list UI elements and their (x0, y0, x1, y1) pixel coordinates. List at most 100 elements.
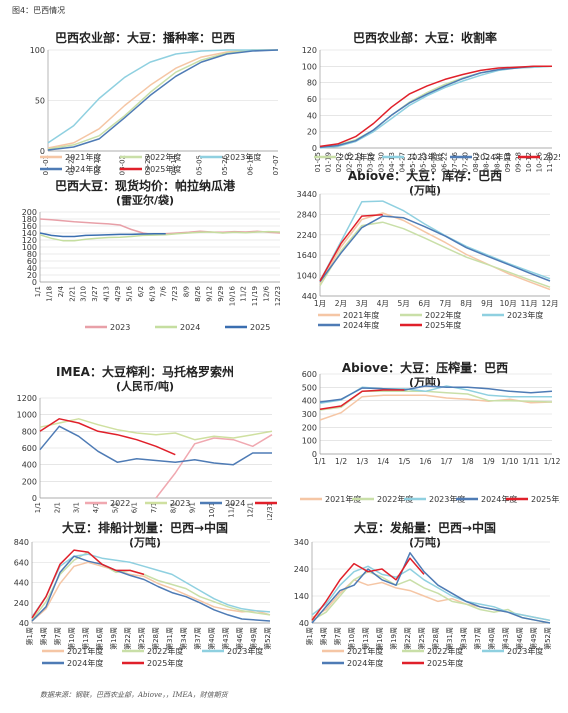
series-line-2023年度 (311, 565, 551, 622)
x-tick-label: 第22周 (403, 627, 412, 650)
legend-item: 2022年度 (122, 646, 183, 656)
series-line-2022年度 (319, 65, 553, 148)
legend-label: 2024 (180, 323, 200, 332)
x-tick-label: 03-30 (377, 152, 385, 172)
y-tick-label: 1040 (297, 272, 317, 281)
y-tick-label: 50 (35, 97, 45, 106)
x-tick-label: 06-16 (246, 154, 254, 175)
x-tick-label: 2月 (335, 299, 347, 308)
x-tick-label: 8/1 (169, 502, 177, 513)
source-note: 数据来源：钢联，巴西农业部，Abiove，，IMEA，财信期货 (40, 691, 228, 699)
x-tick-label: 09-28 (514, 152, 522, 172)
x-tick-label: 04-13 (388, 152, 396, 172)
y-tick-label: 200 (22, 208, 37, 217)
legend-item: 2024 (200, 499, 245, 508)
y-tick-label: 3440 (297, 190, 317, 199)
legend-item: 2025年度 (518, 152, 568, 162)
y-tick-label: 160 (22, 222, 37, 231)
y-tick-label: 140 (294, 592, 309, 601)
x-tick-label: 第28周 (431, 627, 440, 650)
x-tick-label: 第34周 (459, 627, 468, 650)
x-tick-label: 03-23 (144, 155, 152, 175)
y-tick-label: 800 (22, 427, 37, 436)
x-tick-label: 12/1 (247, 502, 255, 518)
series-line-2022年度 (311, 570, 551, 624)
chart-svg: 巴西农业部：大豆：播种率：巴西 0 50 100 01-01 01-21 02-11 03-0… (30, 30, 280, 175)
y-tick-label: 0 (312, 144, 317, 153)
x-tick-label: 第16周 (95, 627, 104, 650)
series-line-2022年度 (319, 221, 551, 288)
x-tick-label: 第1周 (305, 627, 314, 645)
legend-item: 2022年度 (352, 494, 413, 504)
x-tick-label: 4月 (377, 299, 389, 308)
x-tick-label: 第1周 (25, 627, 34, 645)
legend-label: 2022年度 (427, 646, 463, 656)
x-tick-label: 07-20 (462, 152, 470, 172)
legend-label: 2025年度 (427, 658, 463, 668)
x-tick-label: 3/1 (73, 502, 81, 513)
x-tick-label: 7月 (439, 299, 451, 308)
legend-label: 2023年度 (227, 646, 263, 656)
y-tick-label: 40 (307, 111, 317, 120)
x-tick-label: 03-02 (356, 152, 364, 172)
x-tick-label: 12月 (541, 299, 558, 308)
legend-item: 2023年度 (482, 310, 543, 320)
y-tick-label: 440 (302, 292, 317, 301)
chart-svg: IMEA：大豆榨利：马托格罗索州(人民币/吨) 0 200 400 600 800 1000… (17, 364, 301, 522)
y-tick-label: 400 (302, 397, 317, 406)
y-tick-label: 20 (27, 271, 37, 280)
chart-title: 巴西农业部：大豆：收割率 (353, 30, 497, 45)
y-tick-label: 600 (302, 370, 317, 379)
series-line-2021年度 (319, 394, 553, 421)
x-tick-label: 2/1 (53, 502, 61, 513)
series-line-2024年度 (319, 215, 551, 283)
x-tick-label: 06-08 (430, 152, 438, 172)
x-tick-label: 11月 (521, 299, 538, 308)
x-tick-label: 9月 (481, 299, 493, 308)
y-tick-label: 200 (302, 423, 317, 432)
x-tick-label: 01-05 (314, 152, 322, 172)
series-line-2025年度 (31, 549, 145, 619)
x-tick-label: 1/1 (314, 457, 326, 466)
chart-subtitle: (万吨) (409, 183, 441, 197)
x-tick-label: 5/1 (111, 502, 119, 513)
x-tick-label: 07-07 (272, 155, 280, 175)
x-tick-label: 02-11 (93, 155, 101, 175)
legend-item: 2023年度 (482, 646, 543, 656)
series-line-2021年度 (319, 212, 551, 291)
chart-title: 巴西农业部：大豆：播种率：巴西 (55, 30, 235, 45)
chart-svg: Abiove：大豆：库存：巴西(万吨) 440 1040 1640 2240 2840 34… (297, 168, 559, 330)
legend-label: 2022年度 (339, 152, 375, 162)
y-tick-label: 100 (30, 46, 45, 55)
legend-item: 2022年度 (120, 152, 181, 162)
x-tick-label: 1/9 (483, 457, 495, 466)
y-tick-label: 60 (307, 95, 317, 104)
x-tick-label: 12/23 (274, 286, 280, 306)
y-tick-label: 100 (302, 62, 317, 71)
x-tick-label: 05-26 (221, 154, 229, 175)
x-tick-label: 第46周 (235, 627, 244, 650)
chart-title: 大豆：发船量：巴西→中国 (354, 520, 496, 535)
x-tick-label: 第10周 (347, 627, 356, 650)
legend-label: 2023 (170, 499, 190, 508)
y-tick-label: 1000 (17, 411, 37, 420)
x-tick-label: 9/1 (189, 502, 197, 513)
legend-label: 2022年度 (147, 646, 183, 656)
x-tick-label: 04-14 (170, 154, 178, 175)
legend-label: 2022年度 (377, 494, 413, 504)
x-tick-label: 第16周 (375, 627, 384, 650)
y-tick-label: 0 (40, 147, 45, 156)
chart-subtitle: (万吨) (409, 375, 441, 389)
chart-title: Abiove：大豆：库存：巴西 (348, 168, 502, 183)
x-tick-label: 2/21 (68, 286, 76, 302)
x-tick-label: 第10周 (67, 627, 76, 650)
chart-shipments: 大豆：发船量：巴西→中国 (万吨) 40 140 240 340 第1周 第4周 第7周 第10周… (290, 520, 560, 685)
y-tick-label: 0 (32, 494, 37, 503)
x-tick-label: 1/1 (34, 286, 42, 297)
legend-item: 2025年度 (400, 320, 461, 330)
x-tick-label: 第7周 (53, 627, 62, 645)
chart-shipping-plan: 大豆：排船计划量：巴西→中国 (万吨) 40 240 440 640 840 第1周 第4周 第7… (10, 520, 280, 685)
legend-label: 2024年度 (475, 152, 511, 162)
legend-item: 2025年度 (120, 164, 181, 174)
legend-item: 2025年度 (122, 658, 183, 668)
